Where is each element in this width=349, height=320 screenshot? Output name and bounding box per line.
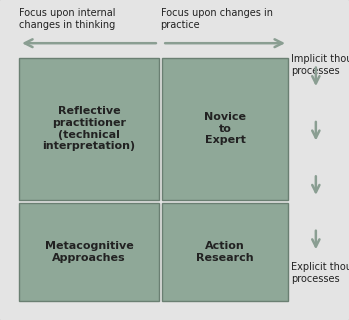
Text: Explicit thought
processes: Explicit thought processes (291, 262, 349, 284)
Text: Reflective
practitioner
(technical
interpretation): Reflective practitioner (technical inter… (43, 106, 135, 151)
Bar (162, 58, 288, 200)
Text: Action
Research: Action Research (196, 241, 254, 263)
Text: Focus upon changes in
practice: Focus upon changes in practice (161, 8, 273, 30)
Bar (162, 203, 288, 301)
Text: Novice
to
Expert: Novice to Expert (204, 112, 246, 145)
Text: Metacognitive
Approaches: Metacognitive Approaches (45, 241, 133, 263)
Text: Focus upon internal
changes in thinking: Focus upon internal changes in thinking (19, 8, 116, 30)
Bar (19, 58, 159, 200)
Bar (19, 203, 159, 301)
Text: Implicit thought
processes: Implicit thought processes (291, 54, 349, 76)
